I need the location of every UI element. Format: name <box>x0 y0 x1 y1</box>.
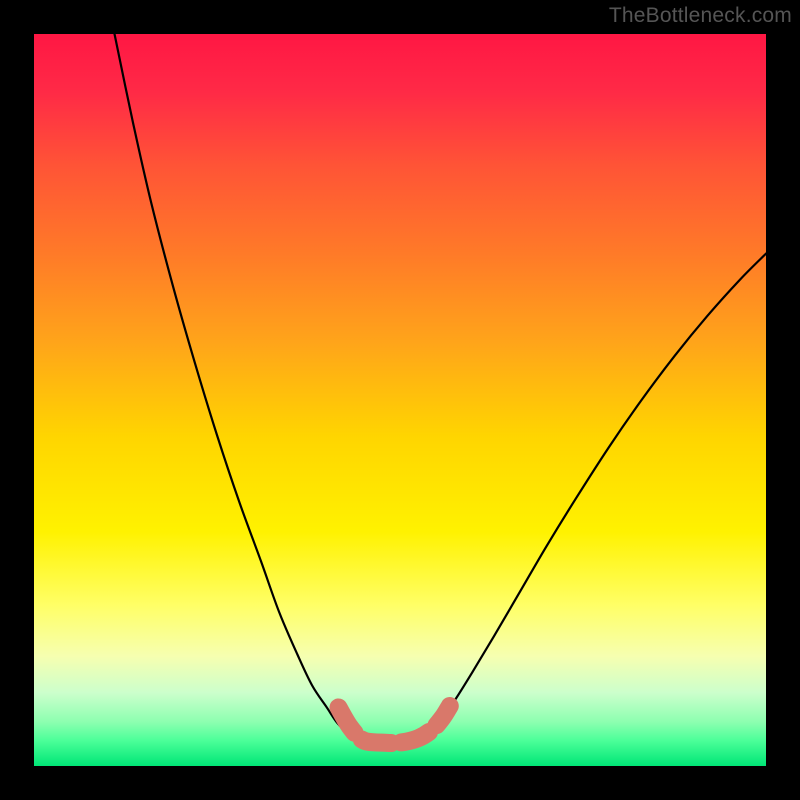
chart-canvas: TheBottleneck.com <box>0 0 800 800</box>
watermark-text: TheBottleneck.com <box>609 4 792 28</box>
plot-area <box>34 34 766 766</box>
chart-svg <box>0 0 800 800</box>
